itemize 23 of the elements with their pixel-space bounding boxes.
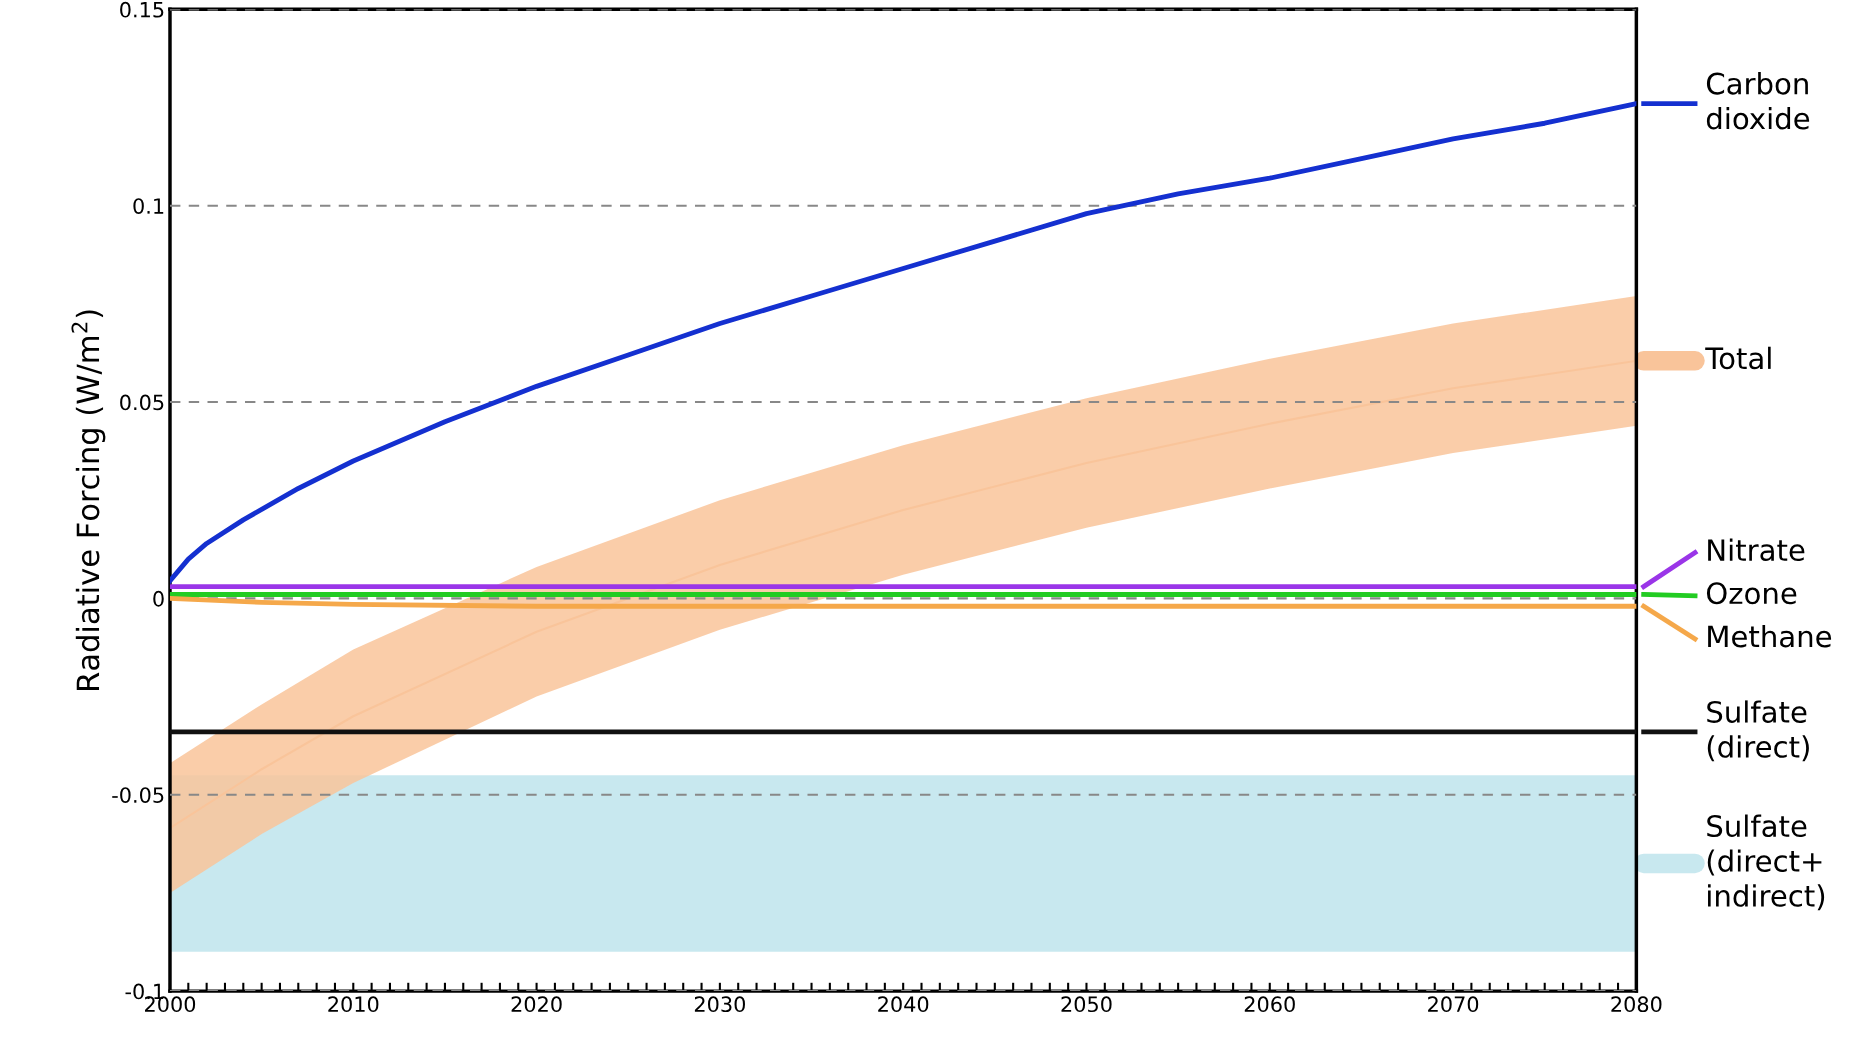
y-tick-label: 0.15: [120, 1, 164, 18]
x-tick-label: 2030: [694, 996, 746, 1013]
y-tick-label: 0.05: [120, 394, 164, 411]
x-tick-label: 2050: [1061, 996, 1112, 1013]
x-tick-label: 2080: [1611, 996, 1662, 1013]
y-tick-label: 0: [153, 590, 164, 607]
legend-label: Total: [1705, 346, 1771, 370]
y-tick-label: -0.05: [112, 787, 164, 803]
legend-label: Methane: [1708, 624, 1832, 648]
y-tick-label: 0.1: [133, 198, 164, 214]
y-axis-title: Radiative Forcing (W/m$^{2}$): [71, 310, 106, 690]
x-tick-label: 2020: [511, 996, 562, 1013]
band-label: Sulfate (direct+ indirect): [1707, 814, 1825, 911]
legend-label: Nitrate: [1708, 538, 1805, 562]
x-tick-label: 2040: [878, 996, 929, 1013]
x-tick-label: 2060: [1244, 996, 1295, 1013]
line-series: [169, 101, 1637, 584]
line-series: [169, 595, 1637, 609]
x-tick-label: 2070: [1428, 996, 1479, 1013]
legend-label: Ozone: [1706, 582, 1797, 605]
legend-label: Carbon dioxide: [1706, 72, 1810, 130]
legend-label: Sulfate (direct): [1707, 700, 1809, 762]
x-tick-label: 2010: [328, 996, 379, 1013]
